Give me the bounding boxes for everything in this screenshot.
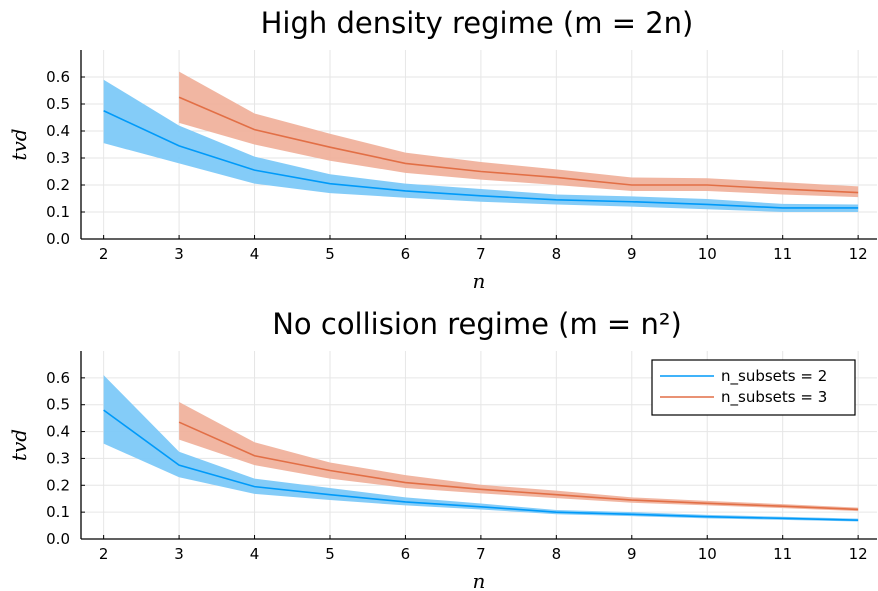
x-tick-label: 3 (174, 245, 184, 263)
y-tick-label: 0.6 (46, 369, 70, 387)
y-tick-label: 0.1 (46, 503, 70, 521)
y-tick-label: 0.3 (46, 449, 70, 467)
x-tick-label: 5 (325, 545, 335, 563)
x-tick-label: 8 (552, 245, 562, 263)
y-tick-label: 0.2 (46, 176, 70, 194)
y-tick-label: 0.4 (46, 423, 70, 441)
series-band-1 (103, 375, 859, 522)
x-tick-label: 2 (99, 245, 109, 263)
series-band-2 (179, 402, 859, 512)
x-axis-label: n (473, 269, 486, 293)
y-tick-label: 0.4 (46, 122, 70, 140)
x-tick-label: 12 (849, 545, 868, 563)
y-axis-label: tvd (7, 429, 31, 461)
chart-panel-1: 2 3 4 5 6 7 8 9 10 11 12 0.0 0.1 0.2 0.3 0.4 0.5 0.6 High … (7, 6, 877, 293)
y-tick-label: 0.0 (46, 230, 70, 248)
legend: n_subsets = 2 n_subsets = 3 (651, 359, 856, 416)
y-tick-label: 0.6 (46, 68, 70, 86)
x-tick-label: 7 (476, 545, 486, 563)
y-tick-label: 0.3 (46, 149, 70, 167)
x-tick-label: 7 (476, 245, 486, 263)
x-tick-label: 4 (250, 245, 260, 263)
x-tick-label: 8 (552, 545, 562, 563)
series-band-1 (103, 79, 859, 212)
series-line-2 (178, 96, 859, 194)
x-tick-label: 3 (174, 545, 184, 563)
x-tick-label: 2 (99, 545, 109, 563)
x-tick-label: 9 (627, 245, 637, 263)
chart-title: High density regime (m = 2n) (261, 6, 694, 40)
y-tick-label: 0.1 (46, 203, 70, 221)
series-band-2 (179, 71, 859, 198)
x-axis-label: n (473, 569, 486, 591)
series-line-1 (103, 110, 859, 209)
legend-label-1: n_subsets = 2 (721, 367, 827, 386)
y-tick-label: 0.5 (46, 95, 70, 113)
x-tick-label: 10 (698, 245, 717, 263)
chart-panel-2: 2 3 4 5 6 7 8 9 10 11 12 0.0 0.1 0.2 0.3 0.4 0.5 0.6 No co… (7, 307, 877, 591)
x-tick-label: 5 (325, 245, 335, 263)
y-tick-label: 0.5 (46, 396, 70, 414)
y-tick-label: 0.2 (46, 476, 70, 494)
legend-box (651, 359, 856, 416)
x-tick-label: 12 (849, 245, 868, 263)
x-tick-label: 11 (773, 245, 792, 263)
x-tick-label: 9 (627, 545, 637, 563)
x-tick-label: 6 (401, 245, 411, 263)
y-tick-label: 0.0 (46, 530, 70, 548)
y-axis-label: tvd (7, 128, 31, 160)
x-tick-label: 10 (698, 545, 717, 563)
chart-title: No collision regime (m = n²) (272, 307, 682, 341)
legend-label-2: n_subsets = 3 (721, 388, 827, 407)
x-tick-label: 6 (401, 545, 411, 563)
x-tick-label: 11 (773, 545, 792, 563)
series-line-1 (103, 409, 859, 521)
series-line-2 (178, 421, 859, 511)
x-tick-label: 4 (250, 545, 260, 563)
